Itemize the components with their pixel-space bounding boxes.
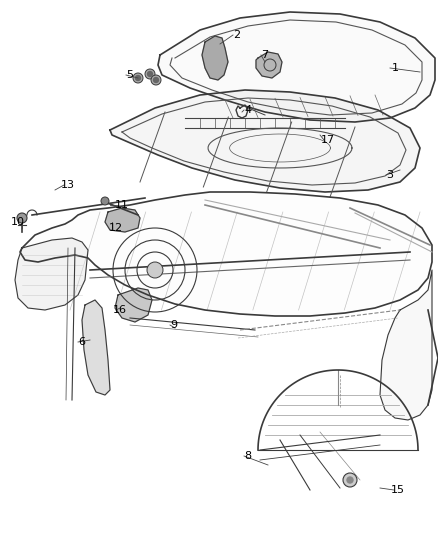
Polygon shape (256, 52, 282, 78)
Polygon shape (115, 288, 152, 322)
Polygon shape (380, 270, 432, 420)
Polygon shape (158, 12, 435, 122)
Text: 13: 13 (61, 180, 75, 190)
Text: 7: 7 (261, 50, 268, 60)
Text: 16: 16 (113, 305, 127, 315)
Text: 8: 8 (244, 451, 251, 461)
Circle shape (151, 75, 161, 85)
Circle shape (135, 76, 141, 80)
Circle shape (17, 213, 27, 223)
Text: 6: 6 (78, 337, 85, 347)
Text: 9: 9 (170, 320, 177, 330)
Text: 4: 4 (244, 105, 251, 115)
Circle shape (347, 477, 353, 483)
Circle shape (101, 197, 109, 205)
Circle shape (148, 71, 152, 77)
Text: 17: 17 (321, 135, 335, 145)
Text: 2: 2 (233, 30, 240, 40)
Text: 15: 15 (391, 485, 405, 495)
Polygon shape (110, 90, 420, 192)
Text: 1: 1 (392, 63, 399, 73)
Text: 5: 5 (127, 70, 134, 80)
Polygon shape (20, 192, 432, 316)
Polygon shape (105, 208, 140, 232)
Polygon shape (15, 238, 88, 310)
Circle shape (147, 262, 163, 278)
Text: 11: 11 (115, 200, 129, 210)
Text: 12: 12 (109, 223, 123, 233)
Circle shape (343, 473, 357, 487)
Text: 3: 3 (386, 170, 393, 180)
Polygon shape (82, 300, 110, 395)
Text: 10: 10 (11, 217, 25, 227)
Circle shape (153, 77, 159, 83)
Circle shape (145, 69, 155, 79)
Polygon shape (202, 36, 228, 80)
Circle shape (133, 73, 143, 83)
